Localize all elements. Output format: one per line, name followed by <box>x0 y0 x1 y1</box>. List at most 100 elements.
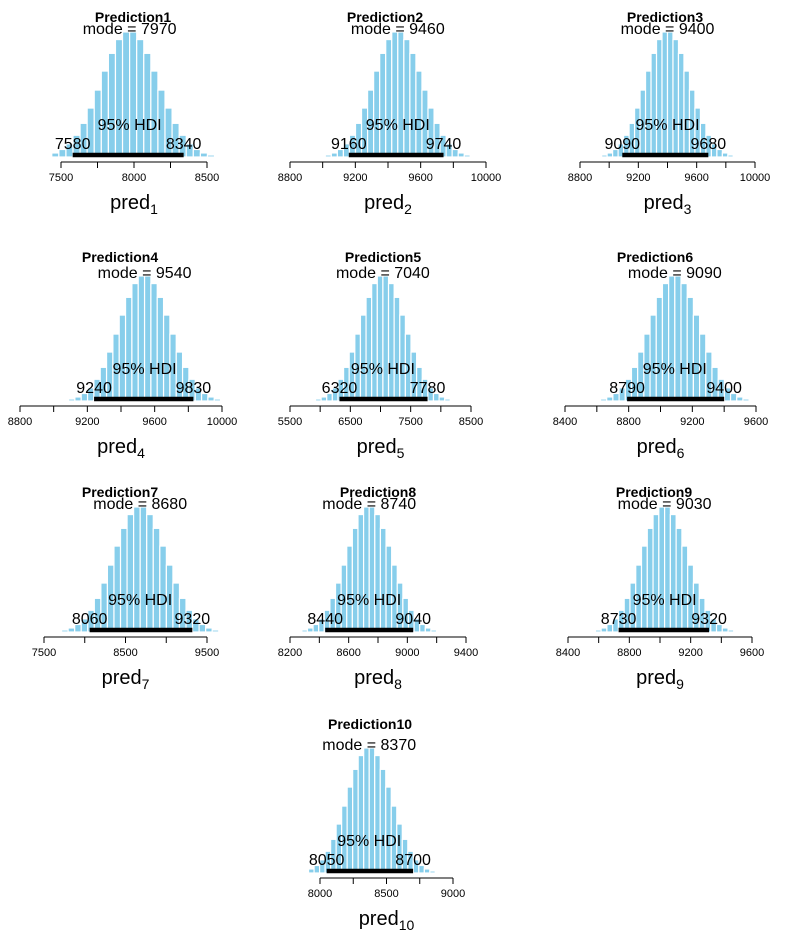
histogram-bar <box>206 154 216 158</box>
histogram-bar <box>307 868 315 874</box>
histogram-bar <box>385 786 392 874</box>
x-tick-label: 10000 <box>740 172 771 184</box>
x-tick-label: 10000 <box>471 172 502 184</box>
histogram-bar <box>457 152 465 158</box>
hdi-lower-value: 8730 <box>601 611 637 628</box>
histogram-bar <box>314 398 322 402</box>
x-axis-label-base: pred <box>359 908 399 930</box>
histogram-bar <box>403 38 411 158</box>
hdi-label: 95% HDI <box>633 592 697 609</box>
histogram-bar <box>733 630 741 633</box>
histogram-bar <box>644 70 652 158</box>
histogram-bar <box>593 399 602 402</box>
hdi-upper-value: 9740 <box>426 136 462 153</box>
histogram-bars <box>51 31 216 158</box>
x-tick-label: 8800 <box>8 416 32 428</box>
histogram-bar <box>139 506 148 633</box>
histogram-bar <box>438 396 446 402</box>
x-axis-label-subscript: 9 <box>676 676 684 692</box>
histogram-bar <box>600 627 608 633</box>
chart-panel-8: Prediction8 95% HDI 8440 9040 mode = 8740 820… <box>278 484 478 692</box>
x-tick-label: 8800 <box>278 172 302 184</box>
histogram-bar <box>393 296 401 402</box>
x-tick-label: 9200 <box>343 172 367 184</box>
histogram-bar <box>379 768 387 874</box>
x-axis-label-base: pred <box>364 192 404 214</box>
histogram-bar <box>385 545 393 633</box>
histogram-bar <box>595 155 603 158</box>
histogram-bar <box>368 747 376 874</box>
x-axis-label-subscript: 5 <box>397 445 405 461</box>
histogram-bar <box>119 527 128 633</box>
x-axis-label: pred4 <box>97 436 145 461</box>
mode-equals: = <box>133 496 151 513</box>
mode-prefix: mode <box>351 21 391 38</box>
hdi-lower-value: 8060 <box>72 611 108 628</box>
mode-label: mode = 8680 <box>93 496 187 513</box>
histogram-bar <box>61 399 70 402</box>
x-axis-label-subscript: 4 <box>137 445 145 461</box>
x-axis-label-subscript: 7 <box>142 676 150 692</box>
hdi-label: 95% HDI <box>643 361 707 378</box>
hdi-label: 95% HDI <box>351 361 415 378</box>
histogram-bar <box>207 396 215 402</box>
histogram-bar <box>152 527 161 633</box>
histogram-bar <box>359 314 367 402</box>
histogram-bar <box>362 506 370 633</box>
histogram-bar <box>295 630 303 633</box>
x-tick-label: 7500 <box>49 172 73 184</box>
mode-label: mode = 8370 <box>322 737 416 754</box>
x-tick-label: 8800 <box>617 647 641 659</box>
mode-equals: = <box>661 21 679 38</box>
mode-equals: = <box>668 265 686 282</box>
chart-panel-3: Prediction3 95% HDI 9090 9680 mode = 9400 880… <box>568 9 771 217</box>
mode-label: mode = 9540 <box>98 265 192 282</box>
x-tick-label: 9000 <box>441 888 465 900</box>
mode-value: 9090 <box>686 265 722 282</box>
hdi-label: 95% HDI <box>113 361 177 378</box>
histogram-bar <box>118 314 127 402</box>
histogram-bar <box>434 871 442 874</box>
mode-equals: = <box>138 265 156 282</box>
histogram-bar <box>100 70 109 158</box>
histogram-bar <box>655 38 663 158</box>
histogram-bar <box>306 627 314 633</box>
x-axis-label: pred3 <box>644 192 692 217</box>
histogram-bar <box>374 513 382 633</box>
histogram-bar <box>721 627 729 633</box>
chart-title: Prediction5 <box>345 249 421 265</box>
histogram-bar <box>301 629 309 633</box>
chart-panel-10: Prediction10 95% HDI 8050 8700 mode = 8370 80… <box>308 716 465 933</box>
hdi-label: 95% HDI <box>108 592 172 609</box>
mode-equals: = <box>362 496 380 513</box>
hdi-lower-value: 6320 <box>322 380 358 397</box>
mode-label: mode = 9400 <box>621 21 715 38</box>
x-axis-label-base: pred <box>637 436 677 458</box>
hdi-lower-value: 8440 <box>307 611 343 628</box>
histogram-bar <box>114 38 124 158</box>
mode-equals: = <box>123 21 141 38</box>
histogram-bar <box>113 545 122 633</box>
x-tick-label: 9400 <box>454 647 478 659</box>
histogram-bar <box>124 296 133 402</box>
histogram-bar <box>129 31 138 158</box>
x-axis-label-base: pred <box>354 667 394 689</box>
histogram-bar <box>156 296 165 402</box>
x-axis-label-subscript: 1 <box>150 201 158 217</box>
histogram-bar <box>721 152 729 158</box>
chart-panel-5: Prediction5 95% HDI 6320 7780 mode = 7040 550… <box>278 249 483 461</box>
histogram-bar <box>748 399 756 402</box>
histogram-bar <box>330 152 338 158</box>
histogram-bar <box>357 754 365 874</box>
mode-label: mode = 7970 <box>83 21 177 38</box>
histogram-bar <box>666 31 674 158</box>
mode-value: 9400 <box>679 21 715 38</box>
hdi-upper-value: 8700 <box>395 852 431 869</box>
histogram-bar <box>675 527 683 633</box>
histogram-bar <box>415 70 423 158</box>
x-axis-label-subscript: 2 <box>404 201 412 217</box>
histogram-bar <box>397 31 405 158</box>
histogram-bar <box>652 513 660 633</box>
